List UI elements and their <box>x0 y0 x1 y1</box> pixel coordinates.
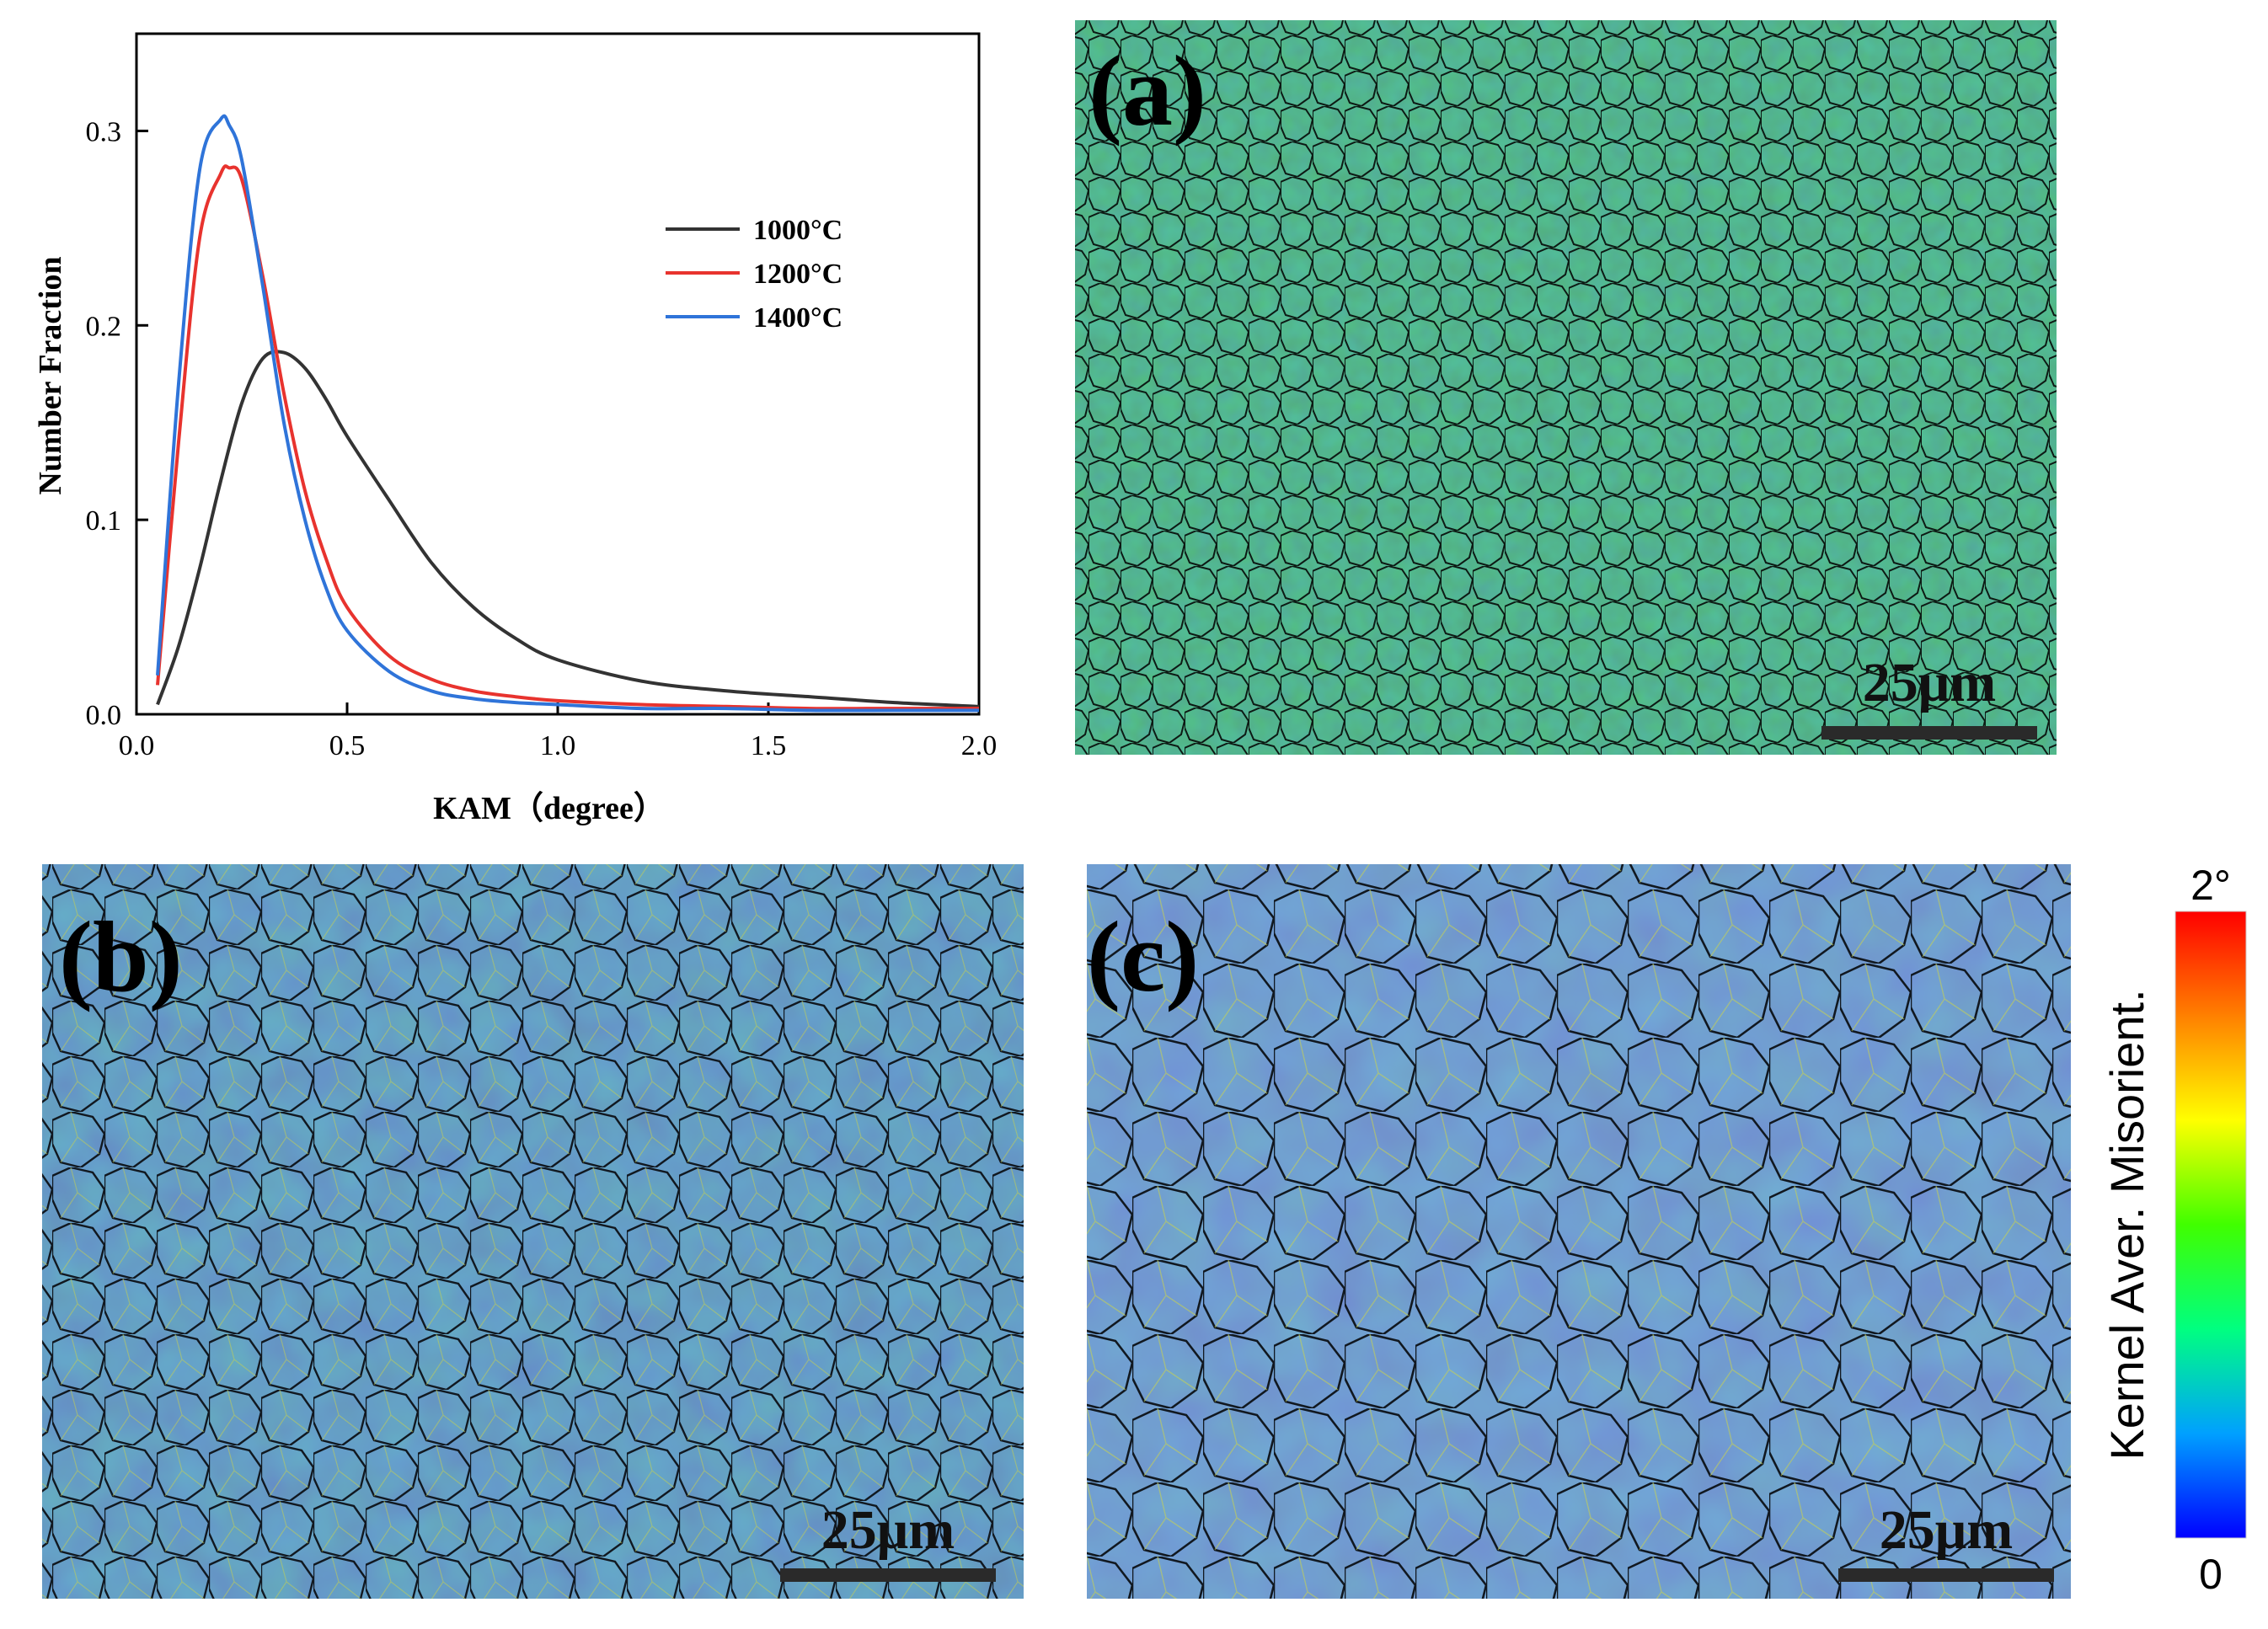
plot-frame <box>135 32 981 716</box>
kam-distribution-chart: 0.0 0.1 0.2 0.3 0.0 0.5 1.0 1.5 2.0 Number Frac… <box>33 32 998 826</box>
scale-bar-label-b: 25μm <box>821 1499 955 1561</box>
legend-label-1: 1200°C <box>753 259 842 290</box>
scale-bar-a <box>1821 726 2037 740</box>
y-tick-label: 0.1 <box>86 505 122 537</box>
x-tick-label: 2.0 <box>961 730 998 761</box>
x-tick-label: 0.5 <box>329 730 366 761</box>
legend: 1000°C 1200°C 1400°C <box>666 215 842 334</box>
scale-bar-label-a: 25μm <box>1863 652 1996 713</box>
map-c-grain-boundaries <box>1087 864 2071 1599</box>
ebsd-map-c: (c) 25μm <box>1087 864 2071 1599</box>
panel-label-c: (c) <box>1087 900 1199 1012</box>
ebsd-map-b: (b) 25μm <box>42 864 1024 1599</box>
colorbar-gradient <box>2174 911 2247 1539</box>
legend-label-0: 1000°C <box>753 215 842 246</box>
colorbar-min-label: 0 <box>2199 1551 2223 1598</box>
series-line-0 <box>156 350 980 708</box>
panel-label-a: (a) <box>1089 35 1206 147</box>
y-axis-label: Number Fraction <box>33 256 68 494</box>
colorbar-title: Kernel Aver. Misorient. <box>2100 989 2153 1460</box>
legend-label-2: 1400°C <box>753 302 842 334</box>
y-tick-label: 0.2 <box>86 311 122 342</box>
scale-bar-label-c: 25μm <box>1880 1499 2013 1561</box>
colorbar-max-label: 2° <box>2190 862 2231 909</box>
series-lines <box>156 114 980 713</box>
scale-bar-b <box>780 1568 996 1582</box>
x-axis-ticks: 0.0 0.5 1.0 1.5 2.0 <box>119 702 998 761</box>
x-tick-label: 1.5 <box>751 730 787 761</box>
y-axis-ticks: 0.0 0.1 0.2 0.3 <box>86 116 148 731</box>
series-line-2 <box>156 114 979 713</box>
x-axis-label: KAM（degree） <box>433 791 666 826</box>
map-a-grain-boundaries <box>1075 20 2057 755</box>
series-line-1 <box>156 164 979 711</box>
x-tick-label: 1.0 <box>540 730 576 761</box>
x-tick-label: 0.0 <box>119 730 155 761</box>
panel-label-b: (b) <box>59 900 183 1012</box>
ebsd-map-a: (a) 25μm <box>1075 20 2057 755</box>
colorbar: 2° 0 Kernel Aver. Misorient. <box>2100 862 2247 1598</box>
y-tick-label: 0.3 <box>86 116 122 147</box>
map-b-grain-boundaries <box>42 864 1024 1599</box>
y-tick-label: 0.0 <box>86 700 122 731</box>
scale-bar-c <box>1838 1568 2054 1582</box>
